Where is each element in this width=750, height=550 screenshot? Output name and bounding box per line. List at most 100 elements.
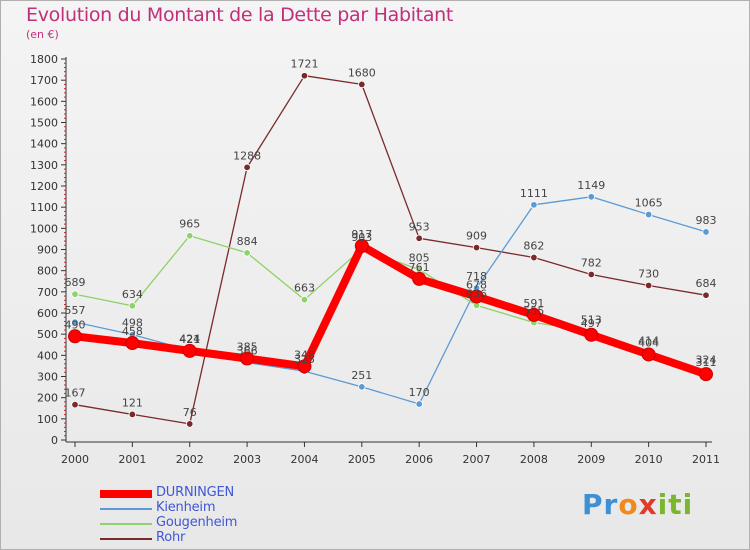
data-label-rohr: 1680 xyxy=(348,66,376,79)
data-label-gougenheim: 634 xyxy=(122,288,143,301)
data-point-durningen xyxy=(354,238,369,253)
legend-swatch-rohr xyxy=(100,538,152,540)
data-label-durningen: 490 xyxy=(65,318,86,331)
data-label-kienheim: 366 xyxy=(237,345,258,358)
legend-label-durningen: DURNINGEN xyxy=(156,485,235,500)
y-tick-label: 400 xyxy=(37,349,58,362)
data-label-rohr: 953 xyxy=(409,220,430,233)
data-point-gougenheim xyxy=(243,249,251,257)
data-label-durningen: 591 xyxy=(523,297,544,310)
y-tick-label: 1800 xyxy=(30,53,58,66)
data-point-durningen xyxy=(699,367,713,382)
data-point-kienheim xyxy=(644,210,653,219)
data-point-durningen xyxy=(526,307,541,322)
y-tick-label: 0 xyxy=(51,434,58,447)
data-label-durningen: 761 xyxy=(409,261,430,274)
y-tick-label: 800 xyxy=(37,265,58,278)
data-label-durningen: 497 xyxy=(581,317,602,330)
data-point-rohr xyxy=(243,163,251,172)
data-point-gougenheim xyxy=(186,232,194,240)
data-label-durningen: 404 xyxy=(638,336,659,349)
data-label-kienheim: 170 xyxy=(409,386,430,399)
data-point-kienheim xyxy=(587,193,595,201)
data-label-gougenheim: 663 xyxy=(294,282,315,295)
data-label-durningen: 917 xyxy=(351,228,372,241)
series-line-durningen xyxy=(71,241,710,379)
data-label-rohr: 730 xyxy=(638,267,659,280)
data-label-durningen: 678 xyxy=(466,278,487,291)
y-tick-label: 500 xyxy=(37,328,58,341)
x-tick-label: 2008 xyxy=(520,453,548,466)
chart-title: Evolution du Montant de la Dette par Hab… xyxy=(26,4,454,26)
y-tick-label: 1700 xyxy=(30,74,58,87)
y-tick-label: 900 xyxy=(37,244,58,257)
legend-swatch-gougenheim xyxy=(100,523,152,525)
data-label-kienheim: 1065 xyxy=(635,197,663,210)
data-point-rohr xyxy=(644,281,653,290)
x-tick-label: 2006 xyxy=(405,453,433,466)
y-tick-label: 1000 xyxy=(30,222,58,235)
x-tick-label: 2000 xyxy=(61,453,89,466)
y-tick-label: 300 xyxy=(37,371,58,384)
data-point-rohr xyxy=(186,420,194,428)
y-tick-label: 200 xyxy=(37,392,58,405)
data-label-kienheim: 325 xyxy=(294,353,315,366)
data-label-kienheim: 251 xyxy=(351,369,372,382)
legend-swatch-kienheim xyxy=(100,508,152,510)
data-label-rohr: 862 xyxy=(523,240,544,253)
y-tick-label: 600 xyxy=(37,307,58,320)
x-tick-label: 2002 xyxy=(176,453,204,466)
series-line-kienheim xyxy=(74,196,707,405)
y-tick-label: 1400 xyxy=(30,138,58,151)
series-line-rohr xyxy=(74,75,707,425)
data-point-gougenheim xyxy=(300,295,309,304)
data-label-gougenheim: 805 xyxy=(409,252,430,265)
y-tick-label: 1500 xyxy=(30,117,58,130)
y-tick-label: 1600 xyxy=(30,95,58,108)
data-label-gougenheim: 324 xyxy=(696,353,717,366)
data-label-gougenheim: 414 xyxy=(638,334,659,347)
data-label-kienheim: 498 xyxy=(122,317,143,330)
data-point-durningen xyxy=(641,347,656,362)
x-tick-label: 2003 xyxy=(233,453,261,466)
y-tick-label: 1200 xyxy=(30,180,58,193)
data-point-gougenheim xyxy=(71,290,79,298)
data-label-gougenheim: 689 xyxy=(65,276,86,289)
data-point-durningen xyxy=(240,351,255,366)
data-label-kienheim: 557 xyxy=(65,304,86,317)
data-point-durningen xyxy=(297,359,312,374)
y-tick-label: 1100 xyxy=(30,201,58,214)
data-point-rohr xyxy=(71,400,79,409)
data-point-kienheim xyxy=(415,400,423,408)
x-tick-label: 2005 xyxy=(348,453,376,466)
data-point-rohr xyxy=(128,410,137,419)
data-point-kienheim xyxy=(702,228,710,236)
legend-label-gougenheim: Gougenheim xyxy=(156,515,238,530)
data-point-rohr xyxy=(587,270,595,279)
data-label-gougenheim: 636 xyxy=(466,287,487,300)
data-label-rohr: 782 xyxy=(581,256,602,269)
data-label-rohr: 684 xyxy=(696,277,717,290)
data-label-kienheim: 424 xyxy=(179,332,200,345)
unit-label: (en €) xyxy=(26,28,59,41)
data-label-rohr: 121 xyxy=(122,396,143,409)
data-label-rohr: 167 xyxy=(65,387,86,400)
data-label-durningen: 311 xyxy=(696,356,717,369)
y-tick-label: 1300 xyxy=(30,159,58,172)
data-label-gougenheim: 965 xyxy=(179,218,200,231)
data-point-durningen xyxy=(125,336,140,351)
x-tick-label: 2001 xyxy=(118,453,146,466)
legend-swatch-durningen xyxy=(100,490,152,498)
data-label-rohr: 1721 xyxy=(290,58,318,71)
data-point-rohr xyxy=(702,291,710,299)
legend-label-rohr: Rohr xyxy=(156,530,186,545)
data-point-durningen xyxy=(68,329,82,344)
x-tick-label: 2011 xyxy=(692,453,720,466)
data-label-gougenheim: 513 xyxy=(581,313,602,326)
data-label-durningen: 348 xyxy=(294,348,315,361)
data-label-kienheim: 718 xyxy=(466,270,487,283)
data-point-kienheim xyxy=(358,383,366,391)
data-label-kienheim: 1111 xyxy=(520,187,548,200)
